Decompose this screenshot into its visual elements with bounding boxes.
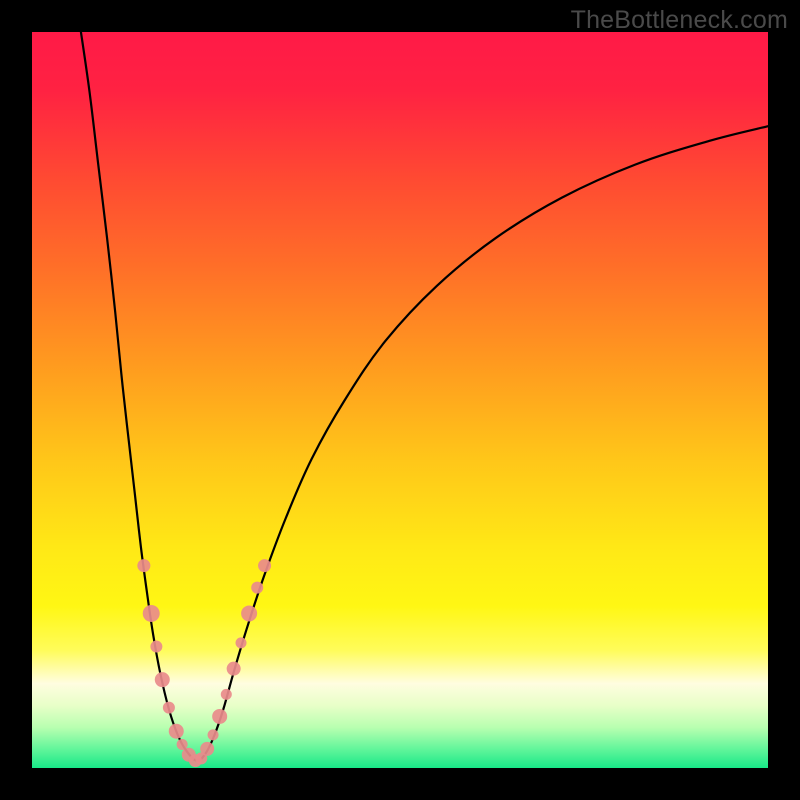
curve-marker (143, 605, 160, 622)
curve-marker (137, 559, 150, 572)
curve-marker (227, 662, 241, 676)
curve-marker (200, 742, 214, 756)
curve-marker (150, 641, 162, 653)
curve-marker (212, 709, 227, 724)
watermark-text: TheBottleneck.com (571, 6, 788, 35)
curve-marker (236, 637, 247, 648)
curve-marker (163, 702, 175, 714)
curve-marker (221, 689, 232, 700)
curve-marker (155, 672, 170, 687)
curve-marker (169, 724, 184, 739)
chart-svg (0, 0, 800, 800)
curve-marker (177, 739, 188, 750)
curve-marker (208, 729, 219, 740)
chart-stage: TheBottleneck.com (0, 0, 800, 800)
plot-background (32, 32, 768, 768)
curve-marker (251, 582, 263, 594)
curve-marker (258, 559, 271, 572)
curve-marker (241, 605, 257, 621)
